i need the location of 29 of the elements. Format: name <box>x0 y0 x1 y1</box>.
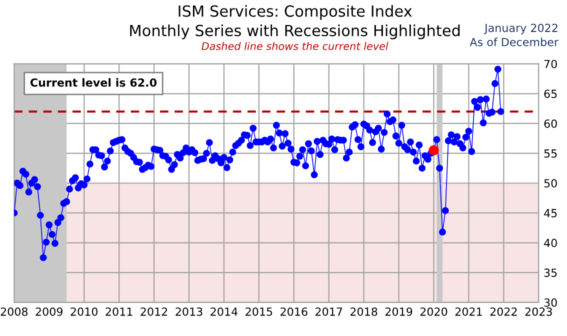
chart-subtitle: Dashed line shows the current level <box>202 42 388 50</box>
y-tick-label: 55 <box>544 149 557 158</box>
x-tick-label: 2008 <box>0 307 28 316</box>
x-tick-label: 2013 <box>176 307 202 316</box>
y-tick-label: 30 <box>544 298 557 307</box>
y-tick-label: 65 <box>544 90 557 98</box>
x-tick-label: 2018 <box>350 307 378 316</box>
annotation: Current level is 62.0 <box>30 78 157 87</box>
chart-title: ISM Services: Composite Index Monthly Series with Recessions Highlighted <box>130 5 460 40</box>
y-tick-label: 60 <box>544 119 557 128</box>
x-tick-label: 2020 <box>420 307 448 316</box>
x-tick-label: 2017 <box>316 307 342 316</box>
text: January 2022 As of December <box>470 24 558 46</box>
x-tick-label: 2009 <box>36 307 62 316</box>
y-tick-label: 40 <box>544 238 557 248</box>
x-tick-label: 2022 <box>490 307 517 316</box>
x-tick-label: 2010 <box>70 307 98 316</box>
y-tick-label: 50 <box>544 179 557 188</box>
x-tick-label: 2019 <box>385 307 412 316</box>
x-tick-label: 2012 <box>140 307 168 316</box>
x-tick-label: 2021 <box>455 307 482 316</box>
x-tick-label: 2015 <box>246 307 272 316</box>
x-tick-label: 2011 <box>106 307 132 316</box>
y-tick-label: 45 <box>544 209 557 218</box>
x-tick-label: 2023 <box>525 307 552 316</box>
y-tick-label: 70 <box>544 60 557 68</box>
x-tick-label: 2016 <box>280 307 308 316</box>
y-tick-label: 35 <box>544 268 557 277</box>
x-tick-label: 2014 <box>210 307 238 316</box>
